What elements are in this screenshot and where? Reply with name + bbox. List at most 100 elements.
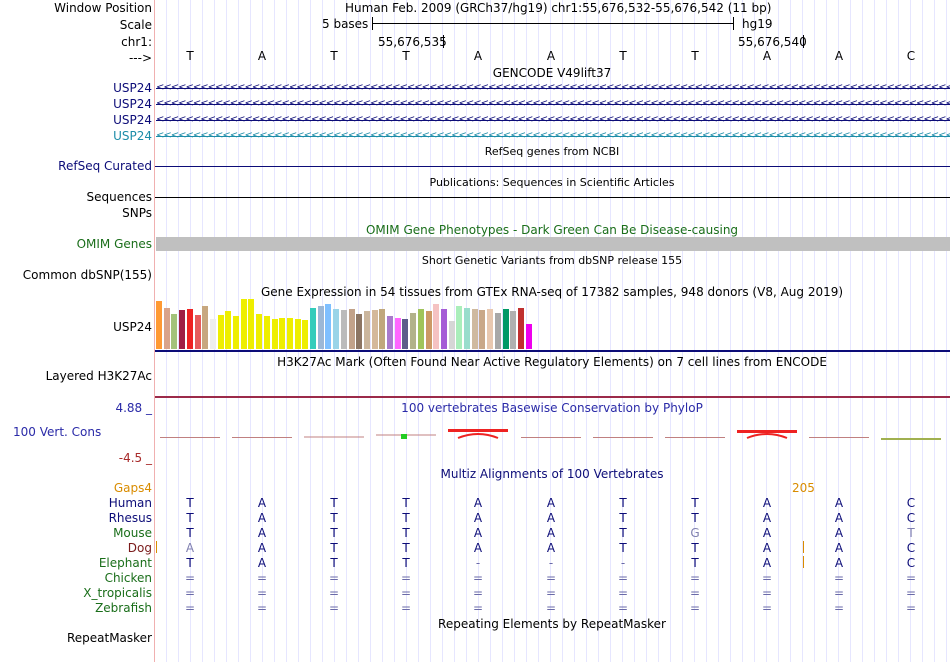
gtex-tissue-bar[interactable]: [494, 313, 501, 349]
cons-track-label[interactable]: 100 Vert. Cons: [13, 425, 102, 439]
grid-line: [826, 0, 827, 662]
transcript-line[interactable]: [156, 104, 950, 105]
gtex-tissue-bar[interactable]: [394, 318, 401, 349]
transcript-line[interactable]: [156, 88, 950, 89]
alignment-base: =: [905, 586, 917, 600]
species-label[interactable]: X_tropicalis: [83, 586, 152, 600]
alignment-base: T: [907, 526, 915, 540]
h3k27ac-track-label[interactable]: Layered H3K27Ac: [45, 369, 152, 383]
gtex-tissue-bar[interactable]: [433, 304, 440, 349]
species-label[interactable]: Elephant: [98, 556, 152, 570]
gtex-tissue-bar[interactable]: [510, 311, 517, 349]
gtex-tissue-bar[interactable]: [333, 309, 340, 349]
gtex-tissue-bar[interactable]: [387, 316, 393, 349]
grid-line: [946, 0, 947, 662]
dog-insertion-marker: [156, 541, 157, 553]
grid-line: [622, 0, 623, 662]
alignment-base: A: [834, 556, 844, 570]
gtex-tissue-bar[interactable]: [302, 320, 309, 349]
grid-line: [718, 0, 719, 662]
cons-score-mark: [593, 437, 653, 438]
gtex-tissue-bar[interactable]: [487, 309, 494, 349]
gtex-tissue-bar[interactable]: [471, 309, 478, 349]
transcript-label[interactable]: USP24: [113, 81, 152, 95]
gtex-tissue-bar[interactable]: [171, 314, 178, 349]
gtex-tissue-bar[interactable]: [464, 308, 470, 349]
gtex-tissue-bar[interactable]: [410, 313, 417, 349]
gtex-tissue-bar[interactable]: [371, 310, 378, 349]
gtex-tissue-bar[interactable]: [356, 314, 363, 349]
species-label[interactable]: Chicken: [104, 571, 152, 585]
gtex-tissue-bar[interactable]: [271, 319, 278, 349]
gtex-tissue-bar[interactable]: [209, 319, 216, 349]
publications-track-label[interactable]: Sequences: [86, 190, 152, 204]
gtex-tissue-bar[interactable]: [502, 309, 509, 349]
transcript-line[interactable]: [156, 120, 950, 121]
gtex-tissue-bar[interactable]: [417, 309, 424, 349]
gtex-tissue-bar[interactable]: [294, 319, 301, 349]
refseq-track-label[interactable]: RefSeq Curated: [58, 159, 152, 173]
gtex-tissue-bar[interactable]: [448, 321, 455, 349]
transcript-label[interactable]: USP24: [113, 129, 152, 143]
base-letter: A: [834, 49, 844, 63]
transcript-line[interactable]: [156, 136, 950, 137]
cons-graph[interactable]: [155, 404, 950, 466]
species-label[interactable]: Mouse: [113, 526, 152, 540]
gtex-tissue-bar[interactable]: [456, 306, 463, 349]
omim-track-label[interactable]: OMIM Genes: [76, 237, 152, 251]
alignment-base: A: [762, 526, 772, 540]
snps-label[interactable]: SNPs: [122, 206, 152, 220]
cons-score-mark: [809, 437, 869, 438]
gtex-tissue-bar[interactable]: [348, 309, 355, 349]
species-label[interactable]: Dog: [127, 541, 152, 555]
grid-line: [802, 0, 803, 662]
transcript-label[interactable]: USP24: [113, 113, 152, 127]
gtex-tissue-bar[interactable]: [156, 301, 162, 349]
gtex-tissue-bar[interactable]: [202, 306, 209, 349]
gtex-tissue-bar[interactable]: [248, 299, 255, 349]
alignment-base: T: [402, 556, 410, 570]
gtex-tissue-bar[interactable]: [363, 311, 370, 349]
gtex-tissue-bar[interactable]: [225, 311, 232, 349]
gtex-tissue-bar[interactable]: [325, 304, 332, 349]
species-label[interactable]: Human: [108, 496, 152, 510]
gtex-tissue-bar[interactable]: [402, 319, 409, 349]
alignment-base: T: [186, 526, 194, 540]
gtex-tissue-bar[interactable]: [186, 309, 193, 349]
gtex-tissue-bar[interactable]: [217, 315, 224, 349]
gtex-tissue-bar[interactable]: [310, 308, 316, 349]
alignment-base: =: [400, 586, 412, 600]
gtex-tissue-bar[interactable]: [179, 310, 186, 349]
gtex-tissue-bar[interactable]: [263, 316, 270, 349]
dbsnp-track-label[interactable]: Common dbSNP(155): [22, 268, 152, 282]
species-label[interactable]: Rhesus: [108, 511, 152, 525]
grid-line: [766, 0, 767, 662]
cons-score-mark: [521, 437, 581, 438]
gtex-tissue-bar[interactable]: [440, 309, 447, 349]
alignment-base: T: [330, 556, 338, 570]
gtex-tissue-bar[interactable]: [163, 308, 170, 349]
gtex-tissue-bar[interactable]: [279, 318, 286, 349]
omim-bar[interactable]: [156, 237, 950, 251]
gtex-tissue-bar[interactable]: [317, 306, 324, 349]
gtex-tissue-bar[interactable]: [379, 309, 386, 349]
gtex-tissue-bar[interactable]: [233, 316, 239, 349]
alignment-base: =: [761, 586, 773, 600]
alignment-base: =: [689, 571, 701, 585]
gtex-track-label[interactable]: USP24: [113, 320, 152, 334]
gtex-tissue-bar[interactable]: [286, 318, 293, 349]
gtex-tissue-bar[interactable]: [479, 310, 486, 349]
gtex-tissue-bar[interactable]: [256, 314, 263, 349]
gtex-tissue-bar[interactable]: [194, 315, 201, 349]
gtex-tissue-bar[interactable]: [240, 299, 247, 349]
transcript-label[interactable]: USP24: [113, 97, 152, 111]
alignment-base: =: [472, 586, 484, 600]
gtex-tissue-bar[interactable]: [340, 310, 347, 349]
species-label[interactable]: Zebrafish: [95, 601, 152, 615]
gtex-tissue-bar[interactable]: [425, 311, 432, 349]
gtex-tissue-bar[interactable]: [525, 324, 532, 349]
repeatmasker-track-label[interactable]: RepeatMasker: [66, 631, 152, 645]
gtex-tissue-bar[interactable]: [517, 308, 524, 349]
alignment-base: -: [620, 556, 626, 570]
